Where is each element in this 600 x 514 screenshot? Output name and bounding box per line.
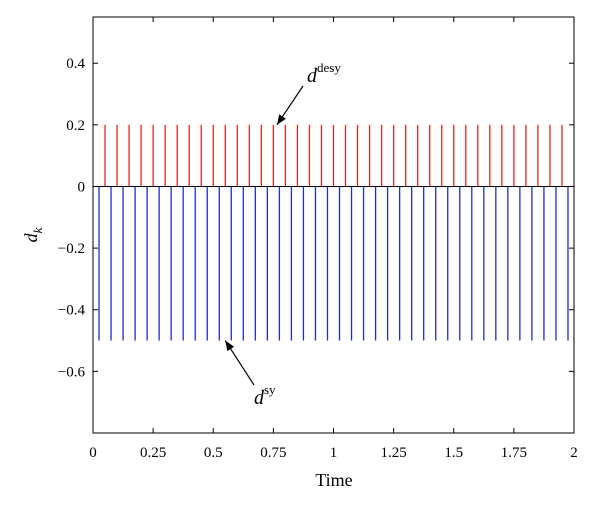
stems-group [98,124,569,341]
y-tick-label: 0.4 [66,56,85,72]
x-tick-label: 0 [89,445,97,461]
x-tick-label: 1.5 [444,445,463,461]
annotation-desy: ddesy [276,60,341,126]
y-tick-label: 0.2 [66,118,85,134]
annotation-desy-arrowhead [276,114,286,125]
x-tick-label: 1 [330,445,338,461]
x-tick-label: 0.5 [204,445,223,461]
annotation-desy-sup: desy [317,60,341,75]
annotation-sy-arrowhead [225,340,235,352]
x-tick-label: 2 [570,445,578,461]
annotation-sy-sup: sy [264,382,276,397]
annotation-desy-main: d [307,65,318,87]
y-tick-label: −0.6 [58,364,86,380]
svg-text:dsy: dsy [254,382,276,409]
annotation-sy-main: d [254,387,265,409]
plot-area [93,17,574,433]
y-tick-label: −0.2 [58,241,85,257]
y-axis-ticks: 0.4 0.2 0 −0.2 −0.4 −0.6 [58,56,574,380]
x-axis-ticks: 0 0.25 0.5 0.75 1 1.25 1.5 1.75 2 [89,17,578,461]
svg-text:dk: dk [21,227,45,242]
y-tick-label: −0.4 [58,303,86,319]
y-axis-title: dk [21,227,45,242]
x-tick-label: 0.75 [260,445,286,461]
x-tick-label: 0.25 [140,445,166,461]
annotation-sy: dsy [224,340,276,409]
x-tick-label: 1.75 [501,445,527,461]
x-tick-label: 1.25 [381,445,407,461]
y-axis-title-main: d [21,232,41,242]
x-axis-title: Time [315,470,352,490]
y-axis-title-subscript: k [30,227,45,233]
svg-text:ddesy: ddesy [307,60,341,87]
y-tick-label: 0 [78,179,86,195]
